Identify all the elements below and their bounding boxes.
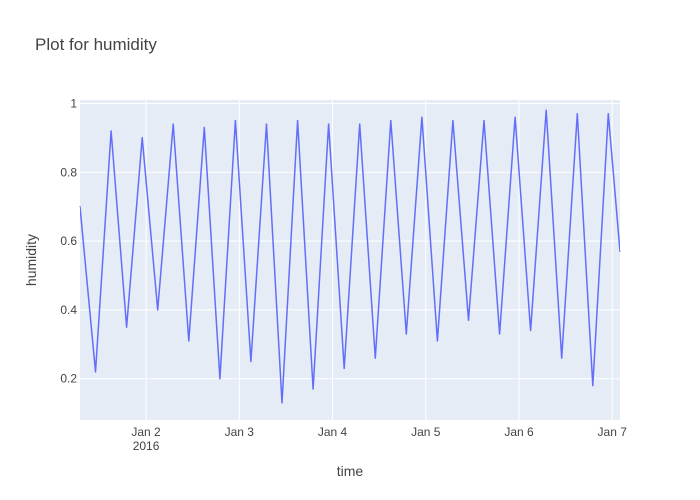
data-point: [172, 123, 174, 125]
data-point: [576, 113, 578, 115]
y-tick-label: 0.4: [60, 303, 77, 317]
y-axis-label: humidity: [23, 234, 39, 286]
data-point: [359, 123, 361, 125]
data-point: [141, 137, 143, 139]
data-point: [483, 120, 485, 122]
data-point: [452, 120, 454, 122]
x-axis-label: time: [337, 463, 364, 479]
data-point: [545, 109, 547, 111]
chart-title: Plot for humidity: [35, 35, 157, 54]
x-tick-sublabel: 2016: [133, 439, 160, 453]
data-point: [203, 126, 205, 129]
data-point: [312, 388, 314, 390]
data-point: [297, 120, 299, 122]
data-point: [607, 113, 609, 115]
x-tick-label: Jan 4: [318, 425, 348, 439]
data-point: [619, 250, 621, 252]
y-tick-label: 0.2: [60, 372, 77, 386]
data-point: [328, 123, 330, 125]
data-point: [499, 333, 501, 335]
data-point: [126, 326, 128, 328]
data-point: [405, 333, 407, 335]
data-point: [94, 371, 97, 373]
y-tick-label: 0.8: [60, 165, 77, 179]
data-point: [110, 130, 112, 132]
data-point: [265, 123, 268, 125]
data-point: [592, 385, 594, 387]
data-point: [467, 319, 470, 321]
data-point: [219, 378, 221, 380]
data-point: [79, 206, 81, 208]
data-point: [234, 120, 236, 122]
x-tick-label: Jan 6: [504, 425, 534, 439]
y-tick-label: 1: [70, 96, 77, 110]
plot-area: [80, 100, 620, 420]
data-point: [561, 357, 563, 359]
data-point: [421, 116, 423, 118]
data-point: [436, 340, 438, 342]
series-line: [80, 109, 620, 404]
x-tick-label: Jan 5: [411, 425, 441, 439]
data-point: [374, 357, 376, 359]
x-tick-label: Jan 2: [131, 425, 161, 439]
data-point: [281, 402, 283, 404]
data-point: [343, 367, 345, 369]
data-point: [188, 340, 190, 342]
x-tick-label: Jan 3: [225, 425, 255, 439]
data-point: [530, 329, 532, 332]
data-point: [514, 116, 516, 118]
data-point: [250, 360, 252, 363]
series-group: [79, 109, 621, 404]
y-tick-label: 0.6: [60, 234, 77, 248]
data-point: [390, 120, 392, 122]
x-tick-label: Jan 7: [598, 425, 628, 439]
data-point: [157, 309, 159, 311]
y-axis-ticks: 0.2 0.4 0.6 0.8 1: [60, 96, 77, 385]
